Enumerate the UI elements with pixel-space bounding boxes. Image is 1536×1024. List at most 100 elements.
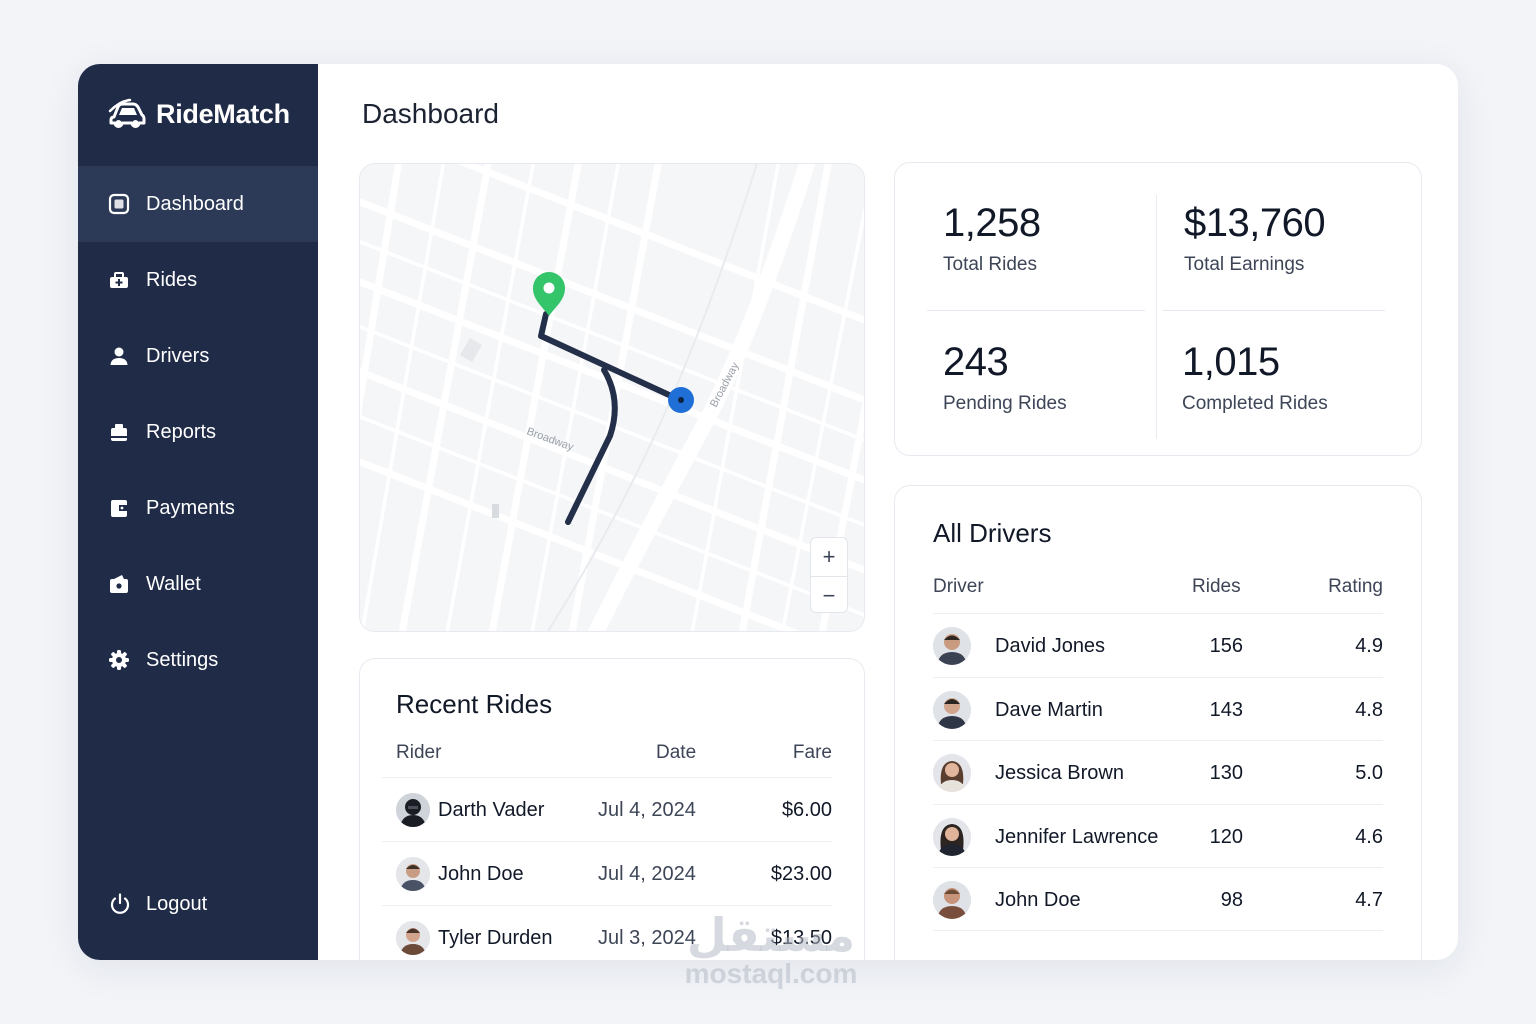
ride-fare: $23.00 <box>770 862 832 885</box>
watermark-latin: mostaql.com <box>684 958 858 989</box>
stat-pending-rides: 243 Pending Rides <box>943 340 1067 415</box>
table-row[interactable]: Dave Martin 143 4.8 <box>933 677 1383 741</box>
start-pin-icon[interactable] <box>533 272 565 316</box>
table-row[interactable]: Jessica Brown 130 5.0 <box>933 740 1383 804</box>
table-row[interactable]: Darth Vader Jul 4, 2024 $6.00 <box>382 777 832 841</box>
ride-fare: $6.00 <box>781 798 832 821</box>
stat-value: 243 <box>943 340 1009 384</box>
ride-date: Jul 4, 2024 <box>598 798 696 821</box>
sidebar-item-drivers[interactable]: Drivers <box>78 318 318 394</box>
driver-cell: Jessica Brown <box>933 741 1124 805</box>
sidebar-item-wallet[interactable]: Wallet <box>78 546 318 622</box>
destination-pin-icon[interactable] <box>668 387 694 413</box>
table-row[interactable]: Jennifer Lawrence 120 4.6 <box>933 804 1383 868</box>
user-icon <box>108 345 130 367</box>
stat-label: Total Earnings <box>1184 254 1305 275</box>
wallet-icon <box>108 573 130 595</box>
rides-icon <box>108 269 130 291</box>
watermark: مستقل mostaql.com <box>676 912 866 990</box>
driver-rating: 4.6 <box>1355 825 1383 848</box>
driver-name: John Doe <box>995 888 1081 911</box>
stat-value: $13,760 <box>1184 201 1326 245</box>
gear-icon <box>108 649 130 671</box>
map-card[interactable]: Broadway Broadway + − <box>359 163 865 632</box>
sidebar-nav: Dashboard Rides Drivers Reports <box>78 166 318 698</box>
avatar <box>933 818 971 856</box>
recent-rides-card: Recent Rides Rider Date Fare Darth Vader… <box>359 658 865 960</box>
divider <box>927 310 1145 311</box>
sidebar-item-label: Reports <box>146 420 217 443</box>
driver-rides: 120 <box>1209 825 1243 848</box>
ride-fare: $13.50 <box>770 926 832 949</box>
sidebar-item-settings[interactable]: Settings <box>78 622 318 698</box>
driver-rating: 5.0 <box>1355 761 1383 784</box>
sidebar-item-label: Dashboard <box>146 192 244 215</box>
table-row[interactable]: Tyler Durden Jul 3, 2024 $13.50 <box>382 905 832 960</box>
driver-cell: Dave Martin <box>933 678 1103 742</box>
recent-rides-title: Recent Rides <box>396 689 553 719</box>
sidebar-item-rides[interactable]: Rides <box>78 242 318 318</box>
ride-date: Jul 3, 2024 <box>598 926 696 949</box>
driver-name: Jessica Brown <box>995 761 1124 784</box>
brand[interactable]: RideMatch <box>108 94 290 134</box>
table-row[interactable]: John Doe Jul 4, 2024 $23.00 <box>382 841 832 905</box>
power-icon <box>110 893 130 914</box>
divider <box>1156 195 1157 439</box>
table-row[interactable]: John Doe 98 4.7 <box>933 867 1383 931</box>
driver-rides: 143 <box>1209 698 1243 721</box>
avatar <box>396 921 430 955</box>
all-drivers-title: All Drivers <box>933 518 1052 548</box>
ride-date: Jul 4, 2024 <box>598 862 696 885</box>
rider-cell: Darth Vader <box>396 778 544 842</box>
zoom-out-button[interactable]: − <box>811 576 847 614</box>
driver-cell: David Jones <box>933 614 1105 678</box>
map-canvas[interactable]: Broadway Broadway <box>360 164 865 632</box>
sidebar-item-label: Settings <box>146 648 219 671</box>
avatar <box>396 793 430 827</box>
driver-rating: 4.7 <box>1355 888 1383 911</box>
sidebar-item-label: Payments <box>146 496 235 519</box>
rider-name: John Doe <box>438 862 524 885</box>
all-drivers-card: All Drivers Driver Rides Rating David Jo… <box>894 485 1422 960</box>
column-header-driver: Driver <box>933 576 984 597</box>
sidebar-item-label: Wallet <box>146 572 201 595</box>
driver-name: Dave Martin <box>995 698 1103 721</box>
driver-rides: 156 <box>1209 634 1243 657</box>
column-header-rider: Rider <box>396 742 442 763</box>
driver-name: Jennifer Lawrence <box>995 825 1159 848</box>
sidebar-item-dashboard[interactable]: Dashboard <box>78 166 318 242</box>
driver-rating: 4.9 <box>1355 634 1383 657</box>
column-header-rides: Rides <box>1192 576 1241 597</box>
stat-total-rides: 1,258 Total Rides <box>943 201 1041 276</box>
sidebar: RideMatch Dashboard Rides Drivers <box>78 64 318 960</box>
avatar <box>933 691 971 729</box>
driver-name: David Jones <box>995 634 1106 657</box>
zoom-in-button[interactable]: + <box>822 544 836 569</box>
stat-label: Pending Rides <box>943 393 1067 414</box>
stat-total-earnings: $13,760 Total Earnings <box>1184 201 1326 276</box>
table-row[interactable]: David Jones 156 4.9 <box>933 613 1383 677</box>
car-logo-icon <box>108 98 146 128</box>
driver-cell: John Doe <box>933 868 1081 932</box>
logout-button[interactable]: Logout <box>108 892 207 916</box>
rider-name: Tyler Durden <box>438 926 553 949</box>
sidebar-item-payments[interactable]: Payments <box>78 470 318 546</box>
zoom-controls: + − <box>810 537 848 613</box>
stat-completed-rides: 1,015 Completed Rides <box>1182 340 1328 415</box>
driver-rides: 98 <box>1220 888 1243 911</box>
rider-cell: John Doe <box>396 842 524 906</box>
logout-label: Logout <box>146 892 208 915</box>
stat-value: 1,015 <box>1182 340 1280 384</box>
avatar <box>933 881 971 919</box>
avatar <box>396 857 430 891</box>
page-title: Dashboard <box>362 98 499 129</box>
sidebar-item-label: Drivers <box>146 344 210 367</box>
stat-label: Completed Rides <box>1182 393 1328 414</box>
driver-rating: 4.8 <box>1355 698 1383 721</box>
driver-rides: 130 <box>1209 761 1243 784</box>
reports-icon <box>108 421 130 443</box>
driver-cell: Jennifer Lawrence <box>933 805 1158 869</box>
app-window: RideMatch Dashboard Rides Drivers <box>78 64 1458 960</box>
brand-name: RideMatch <box>156 98 290 129</box>
sidebar-item-reports[interactable]: Reports <box>78 394 318 470</box>
